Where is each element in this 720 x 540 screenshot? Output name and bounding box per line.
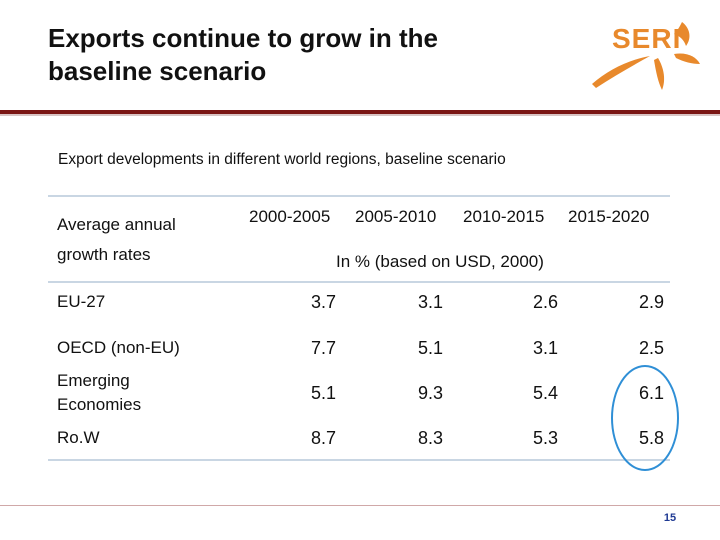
highlight-ellipse — [611, 365, 679, 471]
cell-row-2010-2015: 5.3 — [532, 428, 558, 448]
period-header-2: 2005-2010 — [355, 207, 437, 226]
table-top-border — [48, 195, 670, 197]
title-line-1: Exports continue to grow in the — [48, 23, 438, 53]
period-header-1: 2000-2005 — [249, 207, 331, 226]
title-line-2: baseline scenario — [48, 56, 267, 86]
period-header-4: 2015-2020 — [568, 207, 650, 226]
header-rule — [0, 110, 720, 114]
slide-title: Exports continue to grow in the baseline… — [48, 22, 568, 88]
row-label-row: Ro.W — [57, 428, 100, 447]
logo-text: SERI — [612, 23, 681, 54]
logo-swoosh-bottom — [654, 58, 665, 90]
logo-swoosh-top — [674, 22, 690, 46]
cell-oecd-2010-2015: 3.1 — [532, 338, 558, 358]
table-bottom-border — [48, 459, 670, 461]
page-number: 15 — [663, 512, 677, 524]
cell-oecd-2005-2010: 5.1 — [417, 338, 443, 358]
header-label-line-2: growth rates — [57, 245, 151, 264]
unit-note: In % (based on USD, 2000) — [336, 252, 544, 271]
cell-row-2005-2010: 8.3 — [417, 428, 443, 448]
cell-emerging-2005-2010: 9.3 — [417, 383, 443, 403]
cell-oecd-2015-2020: 2.5 — [638, 338, 664, 358]
cell-eu27-2010-2015: 2.6 — [532, 292, 558, 312]
cell-eu27-2015-2020: 2.9 — [638, 292, 664, 312]
cell-oecd-2000-2005: 7.7 — [310, 338, 336, 358]
seri-logo: SERI — [592, 22, 700, 90]
table-caption: Export developments in different world r… — [58, 151, 506, 168]
cell-row-2000-2005: 8.7 — [310, 428, 336, 448]
footer-rule — [0, 505, 720, 506]
header-bottom-border — [48, 281, 670, 283]
cell-eu27-2005-2010: 3.1 — [417, 292, 443, 312]
cell-emerging-2000-2005: 5.1 — [310, 383, 336, 403]
row-label-emerging: Emerging Economies — [57, 371, 142, 414]
logo-swoosh-right — [674, 53, 700, 64]
period-header-3: 2010-2015 — [463, 207, 545, 226]
row-label-oecd: OECD (non-EU) — [57, 338, 180, 357]
logo-swoosh-left — [592, 56, 650, 88]
header-rule-shadow — [0, 114, 720, 116]
cell-eu27-2000-2005: 3.7 — [310, 292, 336, 312]
header-label-line-1: Average annual — [57, 215, 176, 234]
row-label-eu27: EU-27 — [57, 292, 106, 311]
cell-emerging-2010-2015: 5.4 — [532, 383, 558, 403]
